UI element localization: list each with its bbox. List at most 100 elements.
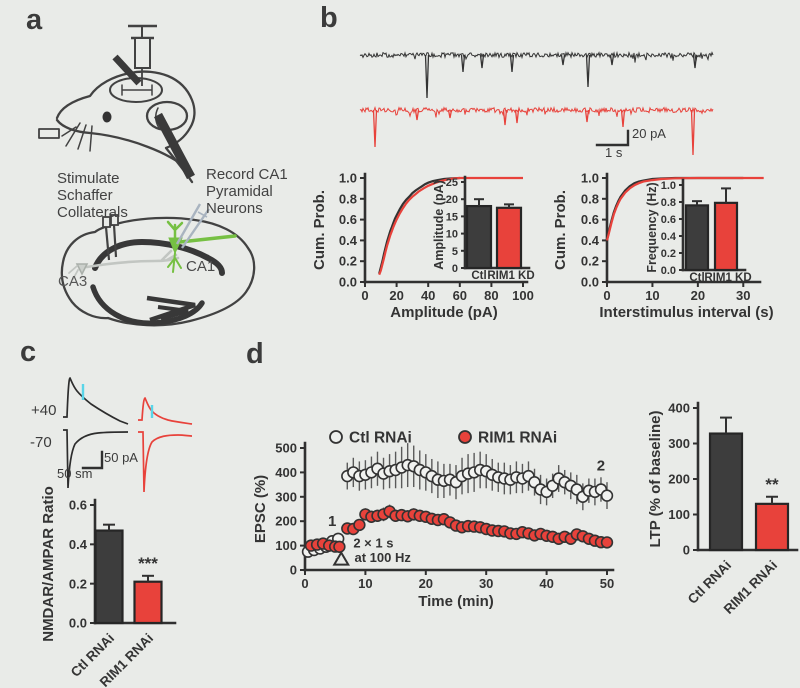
y-tick-label: 0: [683, 543, 690, 558]
y-tick-label: 0.4: [69, 537, 88, 552]
y-tick-label: 25: [446, 177, 458, 189]
category-label: RIM1 KD: [487, 270, 534, 282]
bar-Ctl RNAi: [708, 432, 744, 552]
y-tick-label: 300: [275, 489, 297, 504]
mouse-jaw-outline: [55, 118, 190, 171]
x-tick-label: 60: [453, 288, 467, 303]
data-point-RIM1 RNAi: [600, 536, 614, 549]
y-axis-label: EPSC (%): [252, 475, 269, 543]
annotation: at 100 Hz: [355, 550, 412, 565]
scale-time-label-c: 50 sm: [57, 466, 93, 481]
panel-d-timecourse: 0 100 200 300 400 500 0 10 20 30 40 50 Time (min) EPS…: [252, 430, 615, 610]
ctl-minus70-trace: [63, 429, 129, 489]
trace-scale-bar-c: [81, 450, 104, 470]
ca1-label: CA1: [186, 258, 216, 275]
bar-RIM1 RNAi: [133, 580, 163, 625]
stimulate-line3: Collaterals: [57, 204, 128, 221]
x-axis-label: Amplitude (pA): [390, 304, 497, 321]
panel-a-illustration: [38, 24, 256, 327]
y-tick-label: 0.0: [661, 265, 676, 277]
x-tick-label: 40: [421, 288, 435, 303]
y-tick-label: 300: [668, 436, 690, 451]
trace-spike: [692, 54, 698, 69]
panel-b-charts: 0.00.20.40.60.81.00 20 40 60 80 100Amplitude …: [311, 171, 774, 322]
y-axis-label: NMDAR/AMPAR Ratio: [40, 486, 57, 642]
y-tick-label: 0.0: [69, 616, 87, 631]
y-tick-label: 0.2: [581, 254, 599, 269]
scale-amplitude-label-b: 20 pA: [632, 126, 666, 141]
y-axis-label: Cum. Prob.: [311, 190, 328, 270]
x-tick-label: 30: [736, 288, 750, 303]
hippocampus-outline: [60, 216, 256, 327]
stimulating-electrode-icon: [102, 214, 119, 261]
y-tick-label: 0.2: [69, 576, 87, 591]
stimulate-line1: Stimulate: [57, 170, 120, 187]
y-tick-label: 0.8: [581, 191, 599, 206]
bite-bar: [38, 128, 60, 139]
x-tick-label: 0: [603, 288, 610, 303]
y-tick-label: 0.6: [581, 212, 599, 227]
cum-curve-Ctl: [378, 176, 460, 274]
dentate-band: [90, 284, 205, 326]
recording-pipette-icon: [175, 203, 210, 249]
minus70-label: -70: [30, 434, 52, 451]
stimulate-schaffer-label: Stimulate Schaffer Collaterals: [57, 170, 128, 221]
panel-b-charts-group: 0.00.20.40.60.81.00 20 40 60 80 100Amplitude …: [311, 171, 774, 322]
trace-spike: [560, 54, 566, 66]
y-tick-label: 0.6: [661, 214, 676, 226]
x-tick-label: 100: [512, 288, 534, 303]
epsc-timecourse-chart: 0 100 200 300 400 500 0 10 20 30 40 50 Time (min) EPS…: [252, 430, 615, 610]
trace-spike: [584, 109, 590, 123]
mouse-illustration: [38, 24, 196, 184]
bar-Ctl RNAi: [94, 529, 124, 625]
y-tick-label: 0.4: [581, 233, 600, 248]
y-tick-label: 10: [446, 229, 458, 241]
y-axis-label: Amplitude (pA): [432, 180, 446, 270]
y-tick-label: 1.0: [661, 180, 676, 192]
legend-marker-Ctl RNAi: [329, 430, 343, 444]
panel-b-traces: [359, 50, 714, 156]
y-tick-label: 1.0: [339, 171, 357, 186]
legend-label: RIM1 RNAi: [478, 430, 557, 447]
y-axis-label: LTP (% of baseline): [647, 411, 664, 548]
head-bar: [121, 84, 153, 96]
y-tick-label: 0.2: [661, 248, 676, 260]
category-label: Ctl: [689, 272, 704, 284]
y-tick-label: 200: [668, 472, 690, 487]
trace-spike: [447, 109, 453, 119]
cum-curve-RIM1 KD: [378, 176, 523, 276]
nmdar-ampar-traces: [63, 377, 193, 493]
syringe-icon: [128, 24, 157, 86]
category-label: RIM1 KD: [704, 272, 751, 284]
data-point-Ctl RNAi: [600, 489, 614, 502]
y-tick-label: 0: [290, 563, 297, 578]
category-label: Ctl: [471, 270, 486, 282]
panel-b-label: b: [320, 2, 338, 34]
panel-a-label: a: [26, 4, 43, 36]
x-tick-label: 0: [301, 576, 308, 591]
y-tick-label: 200: [275, 514, 297, 529]
trace-spike: [620, 109, 626, 128]
y-tick-label: 400: [275, 465, 297, 480]
scale-amplitude-label-c: 50 pA: [104, 450, 138, 465]
bar-RIM1 RNAi: [754, 502, 790, 552]
significance-stars: ***: [138, 554, 158, 573]
implant-probe-icon: [112, 54, 142, 86]
y-tick-label: 0: [452, 263, 458, 275]
stimulate-line2: Schaffer: [57, 187, 113, 204]
record-line3: Neurons: [206, 200, 263, 217]
record-ca1-label: Record CA1 Pyramidal Neurons: [206, 166, 288, 217]
y-tick-label: 0.2: [339, 254, 357, 269]
trace-spike: [585, 54, 591, 88]
y-axis-label: Frequency (Hz): [645, 182, 659, 272]
ca3-dendrites: [68, 265, 79, 280]
trace: [359, 105, 714, 118]
record-line2: Pyramidal: [206, 183, 273, 200]
whiskers: [61, 122, 93, 152]
y-tick-label: 20: [446, 194, 458, 206]
trace-spike: [479, 54, 485, 69]
